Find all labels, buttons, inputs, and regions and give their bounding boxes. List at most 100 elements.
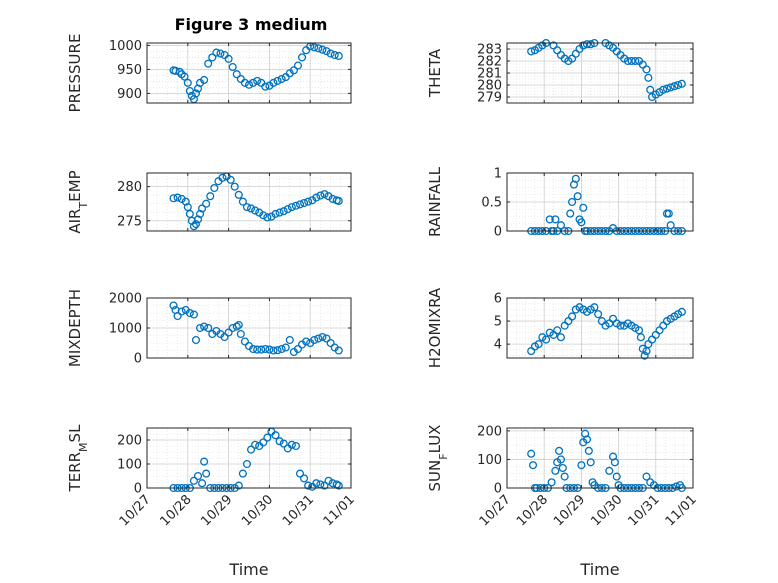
data-point (300, 198, 309, 208)
data-point (579, 41, 588, 50)
data-point (202, 469, 211, 478)
data-point (316, 191, 325, 200)
figure-title: Figure 3 medium (175, 15, 328, 34)
data-point (177, 307, 186, 316)
data-point (582, 435, 592, 444)
y-axis-label: PRESSURE (66, 34, 84, 113)
y-tick-label: 1 (494, 167, 502, 182)
y-tick-label: 0.5 (481, 196, 502, 211)
y-tick-label: 275 (117, 214, 142, 229)
data-point (169, 301, 178, 310)
data-point (527, 47, 536, 56)
data-point (300, 474, 309, 483)
x-tick-label: 10/27 (117, 492, 154, 529)
data-point (195, 209, 205, 218)
data-point (320, 481, 329, 490)
data-point (304, 481, 313, 490)
data-point (275, 208, 284, 217)
data-point (571, 174, 580, 183)
data-point (216, 49, 225, 58)
y-tick-label: 4 (494, 338, 502, 353)
data-point (261, 82, 270, 91)
y-tick-label: 200 (477, 424, 502, 439)
data-point (200, 322, 209, 331)
axes-frame (146, 172, 352, 232)
data-point (242, 459, 252, 469)
data-point (605, 466, 614, 475)
data-point (586, 458, 595, 467)
x-tick-label: 10/29 (551, 492, 588, 529)
data-point (228, 62, 237, 72)
data-point (189, 222, 198, 231)
data-point (175, 67, 184, 76)
y-tick-label: 0 (134, 482, 142, 497)
data-point (295, 200, 305, 209)
data-point (330, 50, 339, 60)
data-point (246, 204, 256, 213)
data-point (200, 457, 209, 466)
data-point (189, 310, 198, 319)
data-point (646, 85, 655, 94)
data-point (242, 203, 252, 212)
data-point (289, 66, 298, 75)
subplot-mixdepth: 0 1000 2000 MIXDEPTH (66, 289, 352, 367)
data-point (183, 78, 192, 87)
data-point (640, 351, 649, 360)
data-point (558, 463, 567, 473)
y-tick-label: 283 (477, 43, 502, 58)
data-point (238, 469, 247, 478)
data-point (556, 455, 565, 464)
data-point (568, 197, 577, 207)
y-tick-label: 5 (494, 315, 502, 330)
data-point (310, 43, 319, 52)
data-point (293, 61, 303, 70)
axes-frame (506, 297, 694, 359)
data-point (269, 78, 278, 87)
subplot-rainfall: 0 0.5 1 RAINFALL (426, 166, 694, 240)
y-tick-label: 6 (494, 292, 502, 307)
y-tick-label: 950 (117, 63, 142, 78)
data-point (666, 221, 675, 230)
data-point (191, 220, 201, 229)
data-point (226, 175, 235, 184)
data-point (664, 209, 673, 218)
data-point (208, 53, 217, 62)
data-point (259, 211, 268, 220)
data-point (324, 476, 333, 485)
data-point (555, 446, 564, 455)
data-point (279, 207, 288, 216)
data-point (322, 47, 331, 56)
data-point (674, 80, 683, 90)
axes-frame (506, 427, 694, 489)
data-point (246, 445, 256, 454)
data-point (173, 311, 182, 321)
data-point (616, 321, 625, 330)
data-point (318, 332, 327, 342)
data-point (244, 80, 254, 89)
data-point (232, 322, 241, 331)
data-point (234, 320, 243, 330)
data-point (326, 49, 335, 58)
data-point (234, 481, 243, 490)
data-point (202, 199, 211, 208)
data-point (181, 197, 190, 206)
data-point (234, 190, 243, 199)
data-point (263, 213, 272, 222)
subplot-h2omixra: 4 5 6 H2OMIXRA (426, 287, 694, 368)
data-point (180, 72, 189, 81)
data-point (191, 335, 201, 345)
data-point (261, 344, 270, 354)
data-point (287, 203, 296, 212)
data-point (279, 439, 288, 448)
x-tick-label: 10/28 (158, 492, 195, 529)
x-tick-label: 10/31 (626, 492, 663, 529)
data-point (253, 76, 262, 85)
data-point (295, 469, 305, 478)
y-axis-label: RAINFALL (426, 166, 444, 237)
data-point (198, 204, 207, 213)
data-point (193, 471, 203, 481)
data-point (677, 307, 686, 316)
data-point (259, 438, 268, 447)
subplot-pressure: 900 950 1000 PRESSURE (66, 34, 352, 113)
